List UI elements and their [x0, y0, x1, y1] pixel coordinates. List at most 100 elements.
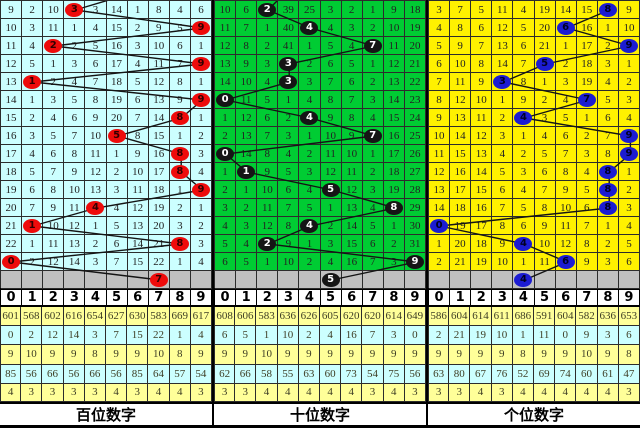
- stat-cell: 4: [470, 383, 492, 402]
- tens-cell-r0-c0: 10: [215, 1, 237, 19]
- hundreds-cell-r15-c1: [22, 271, 44, 289]
- units-cell-r0-c1: 7: [450, 1, 472, 19]
- units-cell-r10-c4: 4: [513, 181, 535, 199]
- units-cell-r14-c1: 21: [450, 253, 472, 271]
- units-cell-r14-c6: 6: [555, 253, 577, 271]
- tens-cell-r15-c8: [383, 271, 405, 289]
- drawn-number-marker: 7: [577, 92, 596, 107]
- drawn-number-marker: 4: [514, 236, 533, 251]
- hundreds-cell-r12-c3: 12: [64, 217, 86, 235]
- tens-cell-r2-c3: 41: [278, 37, 300, 55]
- stat-cell: 4: [597, 383, 619, 402]
- drawn-number-marker: 2: [258, 236, 277, 251]
- stat-cell: 604: [449, 307, 471, 327]
- stat-cell: 16: [341, 326, 363, 346]
- hundreds-cell-r3-c3: 3: [64, 55, 86, 73]
- units-cell-r3-c1: 10: [450, 55, 472, 73]
- tens-panel: 10 6 2 39 25 3 2 1 9 18 11 7 1 40 4 4 3 2 10 19 12 8 2 41 1 5 4 7 11…: [214, 0, 426, 428]
- hundreds-cell-r3-c4: 6: [85, 55, 107, 73]
- hundreds-cell-r14-c0: 0: [1, 253, 23, 271]
- stat-cell: 627: [106, 307, 128, 327]
- stat-cell: 4: [555, 383, 577, 402]
- tens-cell-r7-c3: 3: [278, 127, 300, 145]
- tens-cell-r9-c1: 1: [236, 163, 258, 181]
- units-cell-r12-c9: 4: [618, 217, 640, 235]
- units-cell-r4-c6: 3: [555, 73, 577, 91]
- units-cell-r8-c1: 15: [450, 145, 472, 163]
- drawn-number-marker: 8: [384, 200, 403, 215]
- hundreds-cell-r7-c1: 3: [22, 127, 44, 145]
- units-cell-r6-c6: 5: [555, 109, 577, 127]
- tens-cell-r5-c4: 4: [299, 91, 321, 109]
- units-cell-r13-c9: 5: [618, 235, 640, 253]
- hundreds-cell-r4-c0: 13: [1, 73, 23, 91]
- hundreds-cell-r5-c5: 19: [106, 91, 128, 109]
- stat-cell: 620: [341, 307, 363, 327]
- drawn-number-marker: 3: [493, 74, 512, 89]
- tens-cell-r4-c6: 6: [341, 73, 363, 91]
- tens-cell-r8-c6: 10: [341, 145, 363, 163]
- stat-cell: 60: [320, 364, 342, 384]
- units-cell-r15-c9: [618, 271, 640, 289]
- digit-header-cell: 1: [236, 290, 258, 305]
- hundreds-cell-r13-c9: 3: [190, 235, 212, 253]
- hundreds-cell-r1-c6: 2: [127, 19, 149, 37]
- tens-cell-r1-c0: 11: [215, 19, 237, 37]
- tens-cell-r13-c0: 5: [215, 235, 237, 253]
- stat-cell: 2: [21, 326, 43, 346]
- tens-cell-r5-c1: 11: [236, 91, 258, 109]
- hundreds-cell-r8-c7: 16: [148, 145, 170, 163]
- tens-cell-r13-c4: 1: [299, 235, 321, 253]
- tens-cell-r7-c4: 1: [299, 127, 321, 145]
- units-cell-r10-c6: 9: [555, 181, 577, 199]
- units-cell-r5-c2: 10: [471, 91, 493, 109]
- units-cell-r13-c3: 9: [492, 235, 514, 253]
- stat-cell: 56: [404, 364, 426, 384]
- tens-cell-r12-c7: 5: [362, 217, 384, 235]
- units-cell-r14-c7: 9: [576, 253, 598, 271]
- tens-cell-r15-c7: [362, 271, 384, 289]
- drawn-number-marker: 9: [191, 56, 210, 71]
- stat-cell: 3: [42, 383, 64, 402]
- hundreds-cell-r11-c8: 2: [169, 199, 191, 217]
- tens-cell-r3-c9: 21: [404, 55, 426, 73]
- stat-cell: 3: [618, 383, 640, 402]
- stat-cell: 614: [383, 307, 405, 327]
- stat-cell: 66: [84, 364, 106, 384]
- units-cell-r10-c1: 17: [450, 181, 472, 199]
- stat-cell: 3: [491, 383, 513, 402]
- units-cell-r5-c5: 2: [534, 91, 556, 109]
- units-cell-r12-c1: 19: [450, 217, 472, 235]
- stat-cell: 3: [21, 383, 43, 402]
- stat-cell: 4: [277, 383, 299, 402]
- tens-cell-r14-c7: 7: [362, 253, 384, 271]
- hundreds-cell-r7-c9: 2: [190, 127, 212, 145]
- stat-cell: 9: [320, 345, 342, 365]
- hundreds-cell-r8-c0: 17: [1, 145, 23, 163]
- units-cell-r2-c0: 5: [429, 37, 451, 55]
- hundreds-cell-r2-c4: 5: [85, 37, 107, 55]
- units-cell-r4-c5: 1: [534, 73, 556, 91]
- tens-cell-r12-c1: 3: [236, 217, 258, 235]
- stat-cell: 9: [470, 345, 492, 365]
- stat-cell: 601: [0, 307, 22, 327]
- hundreds-cell-r3-c0: 12: [1, 55, 23, 73]
- tens-cell-r12-c5: 2: [320, 217, 342, 235]
- stat-cell: 4: [576, 383, 598, 402]
- units-cell-r1-c4: 5: [513, 19, 535, 37]
- tens-cell-r10-c6: 12: [341, 181, 363, 199]
- drawn-number-marker: 5: [535, 56, 554, 71]
- hundreds-cell-r13-c6: 14: [127, 235, 149, 253]
- drawn-number-marker: 7: [363, 38, 382, 53]
- hundreds-cell-r1-c0: 10: [1, 19, 23, 37]
- hundreds-cell-r14-c9: 4: [190, 253, 212, 271]
- hundreds-cell-r1-c9: 9: [190, 19, 212, 37]
- stat-cell: 9: [449, 345, 471, 365]
- tens-trend-grid: 10 6 2 39 25 3 2 1 9 18 11 7 1 40 4 4 3 2 10 19 12 8 2 41 1 5 4 7 11…: [214, 0, 426, 289]
- tens-cell-r4-c2: 4: [257, 73, 279, 91]
- digit-header-cell: 4: [85, 290, 107, 305]
- units-cell-r2-c4: 6: [513, 37, 535, 55]
- units-cell-r11-c5: 8: [534, 199, 556, 217]
- stat-cell: 3: [63, 383, 85, 402]
- stat-cell: 602: [42, 307, 64, 327]
